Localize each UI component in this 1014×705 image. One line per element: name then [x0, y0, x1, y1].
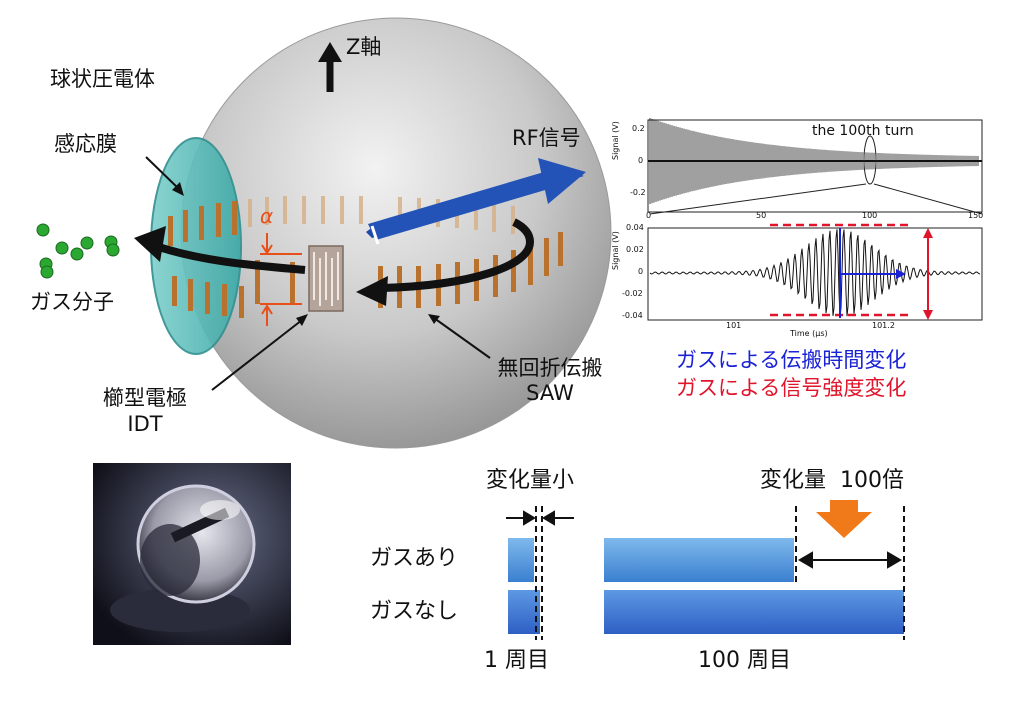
top-ytick-0: 0.2 — [632, 124, 645, 133]
top-ytick-1: 0 — [638, 156, 644, 165]
membrane-pointer — [145, 156, 181, 191]
bot-xtick-0: 101 — [726, 321, 742, 330]
row-without-gas-label: ガスなし — [370, 599, 459, 624]
piezo-sphere-label: 球状圧電体 — [50, 67, 155, 91]
bar-100th-with-gas — [604, 538, 794, 582]
legend-blue-line: ガスによる伝搬時間変化 — [676, 348, 907, 372]
top-ylabel: Signal (V) — [611, 121, 620, 160]
big-change-label: 変化量 100倍 — [760, 468, 904, 493]
bot-xlabel: Time (μs) — [790, 329, 828, 338]
small-change-label: 変化量小 — [486, 468, 575, 493]
sensor-photo — [93, 463, 291, 645]
top-ytick-2: -0.2 — [630, 188, 646, 197]
turn-100-label: 100 周目 — [698, 648, 791, 673]
waveform-plot-top — [647, 118, 983, 215]
saw-pointer-head — [428, 314, 440, 324]
bar-1st-with-gas — [508, 538, 534, 582]
saw-arrow-left — [148, 240, 306, 274]
saw-pointer — [433, 317, 491, 359]
bot-ytick-1: 0.02 — [626, 245, 644, 254]
saw-label-2: SAW — [526, 381, 574, 405]
waveform-plot-bottom — [647, 223, 983, 321]
idt-pointer-head — [296, 314, 308, 326]
bot-ytick-3: -0.02 — [622, 289, 643, 298]
idt-label-2: IDT — [127, 412, 163, 436]
legend-red-line: ガスによる信号強度変化 — [676, 376, 907, 400]
bot-ytick-4: -0.04 — [622, 311, 643, 320]
saw-label-1: 無回折伝搬 — [497, 356, 603, 380]
membrane-pointer-head — [172, 182, 184, 196]
bar-100th-without-gas — [604, 590, 904, 634]
row-with-gas-label: ガスあり — [370, 546, 459, 571]
top-xtick-2: 100 — [862, 211, 878, 220]
alpha-label: α — [260, 204, 274, 228]
comparison-chart — [506, 500, 905, 640]
orange-down-arrow — [816, 500, 872, 538]
saw-arrowhead-left — [134, 226, 166, 262]
rf-signal-label: RF信号 — [512, 126, 581, 150]
hundredth-turn-marker — [863, 135, 877, 185]
bot-ytick-0: 0.04 — [626, 223, 644, 232]
alpha-dimension — [260, 233, 302, 326]
saw-arrowhead-right — [356, 276, 388, 306]
gas-molecule-label: ガス分子 — [30, 290, 114, 314]
bot-ytick-2: 0 — [638, 267, 644, 276]
hundredth-turn-annotation: the 100th turn — [812, 123, 914, 139]
rf-signal-arrow — [366, 158, 586, 245]
bar-1st-without-gas — [508, 590, 540, 634]
z-axis-label: Z軸 — [346, 35, 382, 59]
idt-electrode — [308, 245, 344, 312]
turn-1-label: 1 周目 — [484, 648, 549, 673]
saw-arrow-right — [379, 218, 535, 292]
idt-pointer — [211, 319, 303, 391]
idt-label-1: 櫛型電極 — [103, 386, 187, 410]
top-xtick-3: 150 — [968, 211, 984, 220]
bot-ylabel: Signal (V) — [611, 231, 620, 270]
top-xtick-1: 50 — [756, 211, 767, 220]
gas-molecules — [36, 223, 120, 279]
top-xtick-0: 0 — [646, 211, 652, 220]
waveform-bottom-packet — [649, 229, 981, 317]
bot-xtick-1: 101.2 — [872, 321, 895, 330]
z-axis-arrowhead — [318, 42, 342, 62]
membrane-label: 感応膜 — [54, 132, 117, 156]
